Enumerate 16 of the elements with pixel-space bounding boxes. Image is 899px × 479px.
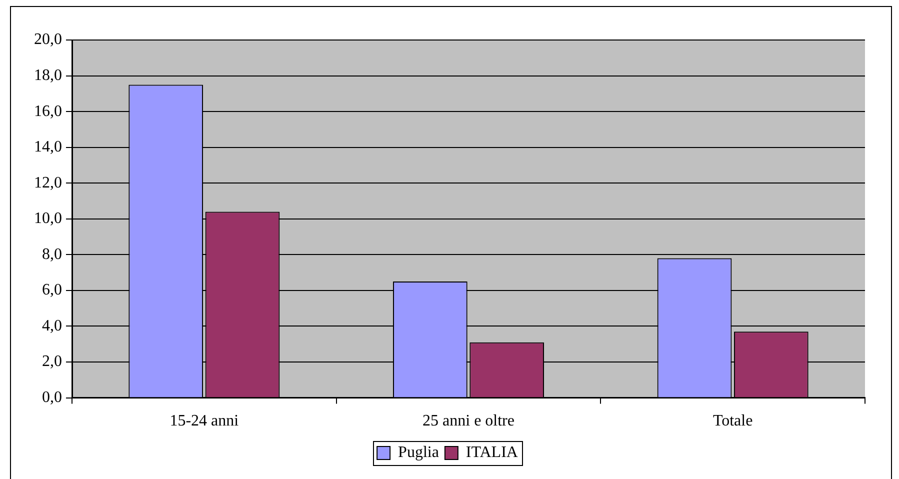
x-tick-label: 15-24 anni bbox=[170, 412, 240, 430]
x-tick-label: 25 anni e oltre bbox=[422, 412, 514, 430]
y-tick-label: 6,0 bbox=[42, 282, 62, 299]
y-tick-label: 2,0 bbox=[42, 353, 62, 370]
y-tick-label: 12,0 bbox=[34, 174, 62, 192]
y-tick-label: 20,0 bbox=[34, 31, 62, 48]
y-tick-label: 0,0 bbox=[42, 389, 62, 406]
y-tick-label: 10,0 bbox=[34, 210, 62, 228]
legend-label: ITALIA bbox=[466, 444, 518, 462]
y-tick-label: 18,0 bbox=[34, 66, 62, 84]
y-tick-label: 4,0 bbox=[42, 317, 62, 334]
y-tick-label: 16,0 bbox=[34, 102, 62, 120]
y-tick-label: 8,0 bbox=[42, 246, 62, 263]
y-tick-label: 14,0 bbox=[34, 138, 62, 156]
x-tick-label: Totale bbox=[712, 412, 753, 430]
legend-label: Puglia bbox=[398, 444, 439, 462]
